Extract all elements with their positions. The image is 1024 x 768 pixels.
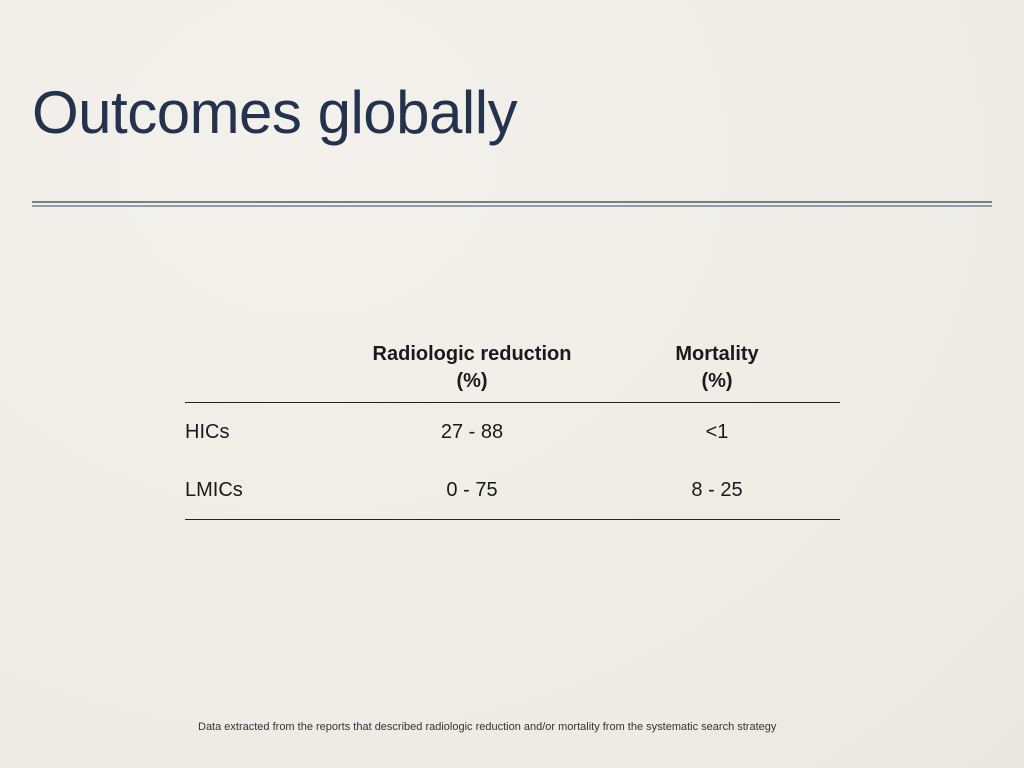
table-header: Radiologic reduction (%) Mortality (%): [185, 336, 840, 403]
cell-radiologic-reduction: 27 - 88: [440, 421, 504, 443]
slide-title: Outcomes globally: [32, 79, 518, 146]
row-label: HICs: [185, 421, 230, 443]
outcomes-table: Radiologic reduction (%) Mortality (%) H…: [185, 336, 840, 520]
title-divider-top: [32, 201, 992, 203]
cell-radiologic-reduction: 0 - 75: [446, 479, 498, 501]
table-row: HICs 27 - 88 <1: [185, 403, 840, 461]
cell-mortality: 8 - 25: [691, 479, 743, 501]
table-row: LMICs 0 - 75 8 - 25: [185, 461, 840, 520]
title-divider-bottom: [32, 205, 992, 207]
cell-mortality: <1: [705, 421, 729, 443]
header-mortality: Mortality (%): [675, 343, 759, 392]
footnote: Data extracted from the reports that des…: [198, 721, 777, 733]
header-radiologic-reduction: Radiologic reduction (%): [372, 343, 572, 392]
row-label: LMICs: [185, 479, 243, 501]
